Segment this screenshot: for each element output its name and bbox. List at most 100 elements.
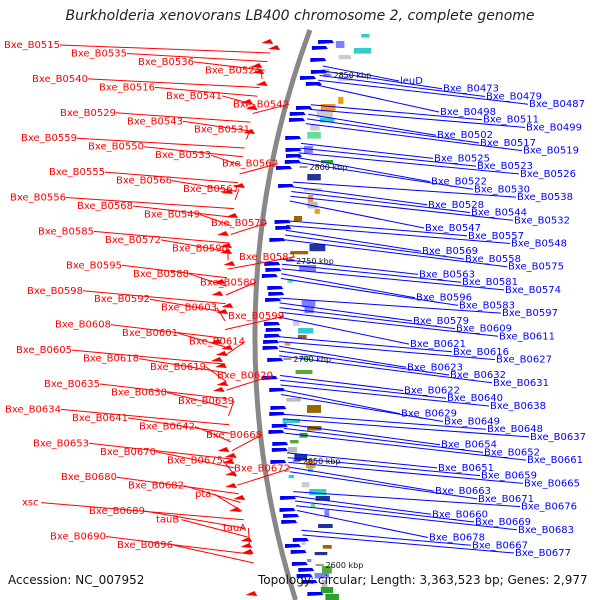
feature-band — [307, 174, 321, 180]
gene-label-left: Bxe_B0689 — [89, 506, 145, 517]
gene-arrow-right — [269, 238, 285, 242]
gene-label-left: Bxe_B0608 — [55, 320, 111, 331]
gene-arrow-right — [307, 592, 323, 596]
leader-line-left — [214, 494, 242, 511]
feature-band — [294, 216, 302, 221]
gene-label-left: Bxe_B0535 — [71, 49, 127, 60]
gene-arrow-right — [291, 550, 307, 554]
gene-label-left: Bxe_B0598 — [27, 286, 83, 297]
gene-arrow-right — [263, 346, 279, 350]
gene-arrow-right — [266, 328, 282, 332]
feature-band — [307, 559, 311, 562]
gene-label-left: Bxe_B0549 — [144, 210, 200, 221]
gene-label-left: Bxe_B0585 — [38, 226, 94, 237]
gene-label-left: Bxe_B0603 — [161, 303, 217, 314]
gene-label-right: Bxe_B0574 — [505, 285, 561, 296]
gene-label-left: Bxe_B0588 — [133, 269, 189, 280]
gene-label-left: Bxe_B0618 — [83, 354, 139, 365]
gene-label-left: pta — [195, 489, 211, 500]
topology-summary: Topology: circular; Length: 3,363,523 bp… — [258, 573, 588, 587]
gene-label-left: Bxe_B0536 — [138, 57, 194, 68]
leader-line-right — [280, 376, 403, 391]
gene-label-left: Bxe_B0668 — [206, 430, 262, 441]
gene-label-left: Bxe_B0601 — [122, 328, 178, 339]
gene-label-right: Bxe_B0611 — [499, 331, 555, 342]
feature-band — [302, 482, 310, 487]
gene-arrow-right — [272, 442, 288, 446]
gene-arrow-left — [217, 447, 229, 452]
gene-label-left: Bxe_B0582 — [239, 252, 295, 263]
gene-label-left: tauA — [223, 523, 246, 534]
gene-arrow-left — [256, 81, 268, 86]
gene-arrow-left — [225, 483, 237, 488]
feature-band — [310, 125, 319, 131]
gene-arrow-right — [268, 430, 284, 434]
feature-band — [339, 55, 351, 59]
feature-band — [321, 104, 336, 111]
gene-arrow-right — [264, 322, 280, 326]
gene-label-left: Bxe_B0599 — [228, 311, 284, 322]
gene-arrow-right — [310, 58, 326, 62]
gene-label-left: Bxe_B0635 — [44, 379, 100, 390]
gene-label-right: Bxe_B0631 — [493, 378, 549, 389]
gene-arrow-right — [285, 544, 301, 548]
feature-band — [307, 132, 321, 139]
feature-band — [309, 489, 326, 495]
feature-band — [315, 552, 328, 555]
gene-label-left: Bxe_B0580 — [200, 277, 256, 288]
gene-label-left: xsc — [22, 498, 39, 509]
feature-band — [298, 335, 307, 338]
gene-label-left: Bxe_B0516 — [99, 82, 155, 93]
gene-arrow-right — [276, 166, 292, 170]
gene-label-left: Bxe_B0566 — [116, 176, 172, 187]
gene-label-left: Bxe_B0570 — [211, 218, 267, 229]
gene-arrow-left — [240, 543, 252, 548]
gene-arrow-right — [298, 568, 314, 572]
gene-label-left: Bxe_B0531 — [194, 125, 250, 136]
gene-label-right: Bxe_B0532 — [514, 215, 570, 226]
gene-label-left: Bxe_B0605 — [16, 345, 72, 356]
gene-arrow-right — [280, 496, 296, 500]
feature-band — [290, 440, 298, 443]
gene-arrow-right — [318, 40, 334, 44]
gene-label-left: Bxe_B0572 — [105, 235, 161, 246]
feature-band — [318, 524, 333, 528]
gene-arrow-right — [265, 268, 281, 272]
gene-label-left: Bxe_B0541 — [166, 91, 222, 102]
gene-label-left: Bxe_B0592 — [94, 294, 150, 305]
gene-label-left: Bxe_B0682 — [128, 481, 184, 492]
gene-arrow-right — [263, 340, 279, 344]
gene-arrow-right — [312, 46, 328, 50]
gene-arrow-left — [225, 453, 237, 458]
gene-label-right: leuD — [400, 76, 423, 87]
leader-line-left — [248, 528, 249, 546]
gene-label-left: Bxe_B0620 — [217, 371, 273, 382]
feature-band — [336, 41, 345, 48]
gene-label-left: Bxe_B0515 — [4, 40, 60, 51]
leader-line-right — [281, 390, 400, 414]
gene-label-right: Bxe_B0575 — [508, 262, 564, 273]
leader-line-left — [184, 486, 241, 503]
gene-label-right: Bxe_B0661 — [527, 455, 583, 466]
gene-label-right: Bxe_B0597 — [502, 308, 558, 319]
feature-band — [338, 97, 343, 104]
gene-arrow-right — [283, 514, 299, 518]
gene-arrow-right — [265, 298, 281, 302]
feature-band — [310, 244, 326, 251]
gene-arrow-right — [268, 292, 284, 296]
gene-arrow-right — [275, 226, 291, 230]
gene-arrow-right — [278, 184, 294, 188]
gene-arrow-right — [281, 520, 297, 524]
feature-band — [288, 447, 297, 453]
gene-arrow-right — [300, 76, 316, 80]
gene-label-left: Bxe_B0670 — [100, 447, 156, 458]
feature-band — [324, 510, 329, 517]
gene-label-left: Bxe_B0630 — [111, 388, 167, 399]
gene-label-left: Bxe_B0556 — [10, 193, 66, 204]
gene-label-left: Bxe_B0639 — [178, 396, 234, 407]
gene-label-left: Bxe_B0568 — [77, 201, 133, 212]
gene-arrow-right — [285, 160, 301, 164]
gene-label-left: Bxe_B0595 — [66, 260, 122, 271]
gene-arrow-left — [268, 45, 280, 50]
gene-label-right: Bxe_B0677 — [515, 548, 571, 559]
